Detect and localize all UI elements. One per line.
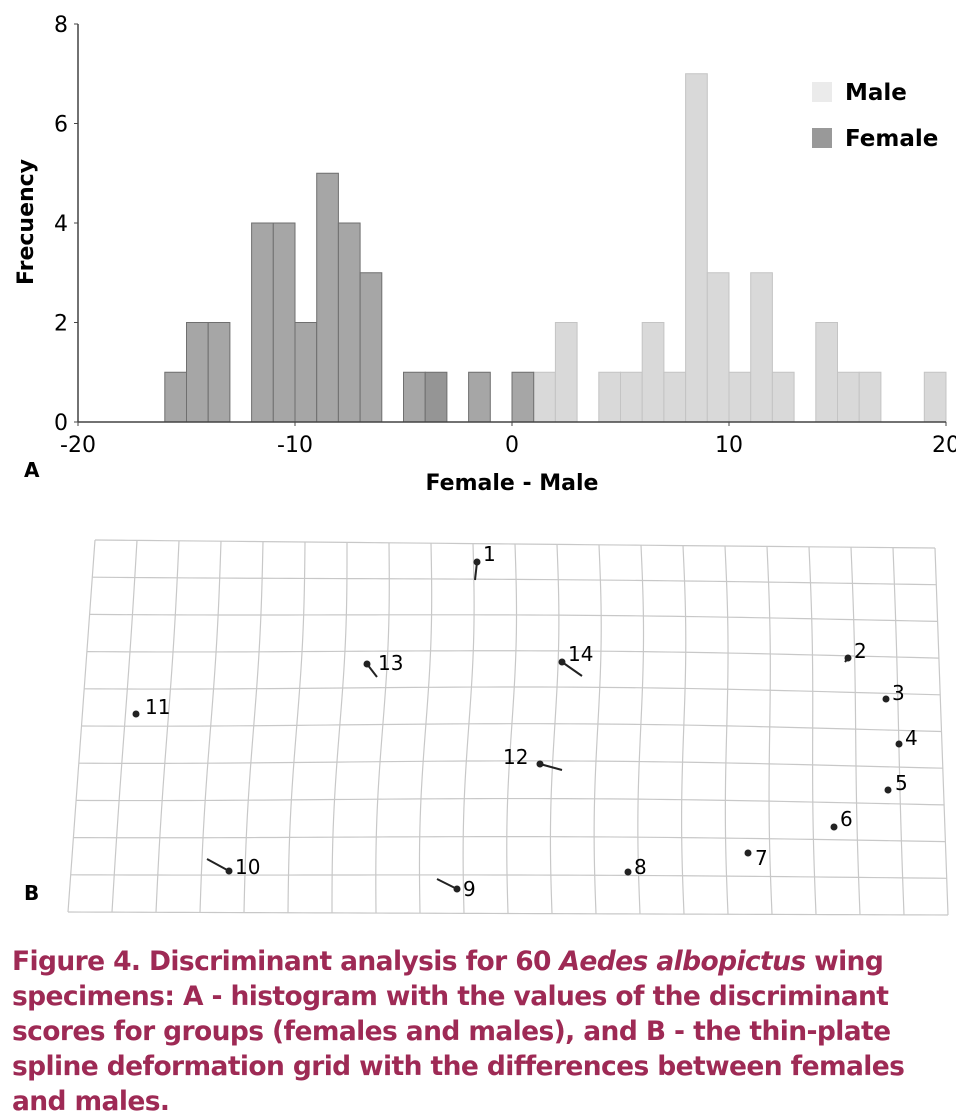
landmark-label: 13 xyxy=(378,651,403,675)
landmark-label: 11 xyxy=(145,695,170,719)
grid-line-vertical xyxy=(199,541,222,913)
grid-line-vertical xyxy=(418,543,433,914)
landmark-label: 1 xyxy=(483,542,496,566)
legend-swatch-female xyxy=(812,128,832,148)
grid-line-vertical xyxy=(287,541,306,913)
grid-line-horizontal xyxy=(67,911,949,916)
landmark-point xyxy=(473,558,481,566)
landmark-point xyxy=(558,658,566,666)
x-tick-label: -20 xyxy=(60,433,96,458)
landmark-point xyxy=(895,740,903,748)
caption-suffix: wing specimens: A - histogram with the v… xyxy=(12,946,905,1117)
landmark-point xyxy=(882,695,890,703)
grid-line-horizontal xyxy=(76,797,945,806)
landmark-point xyxy=(884,786,892,794)
y-tick-label: 0 xyxy=(54,411,68,436)
landmark-point xyxy=(844,654,852,662)
y-tick-label: 2 xyxy=(54,312,68,337)
legend-label-female: Female xyxy=(845,126,938,152)
landmark-label: 3 xyxy=(892,681,905,705)
landmark-point xyxy=(744,849,752,857)
x-tick-label: -10 xyxy=(277,433,313,458)
grid-line-vertical xyxy=(375,542,390,914)
landmark-label: 6 xyxy=(840,807,853,831)
landmark-point xyxy=(830,823,838,831)
landmark-label: 7 xyxy=(755,846,768,870)
caption-species: Aedes albopictus xyxy=(559,946,807,977)
grid-line-vertical xyxy=(766,546,773,915)
grid-line-vertical xyxy=(850,547,861,915)
grid-line-vertical xyxy=(462,543,475,914)
landmark-point xyxy=(536,760,544,768)
landmark-label: 8 xyxy=(634,855,647,879)
grid-line-horizontal xyxy=(94,539,936,549)
grid-line-vertical xyxy=(506,543,518,914)
x-axis-title: Female - Male xyxy=(426,471,599,496)
landmark-point xyxy=(363,660,371,668)
landmark-label: 12 xyxy=(503,745,528,769)
grid-line-vertical xyxy=(331,542,348,913)
grid-line-vertical xyxy=(680,545,687,915)
panel-label-b: B xyxy=(24,881,39,905)
landmark-vector xyxy=(206,858,230,872)
grid-line-horizontal xyxy=(92,576,937,586)
grid-line-horizontal xyxy=(89,613,938,622)
landmark-vector xyxy=(561,661,583,677)
caption-prefix: Figure 4. Discriminant analysis for 60 xyxy=(12,946,560,977)
landmark-point xyxy=(225,867,233,875)
grid-line-vertical xyxy=(549,544,560,914)
landmark-point xyxy=(624,868,632,876)
landmark-label: 10 xyxy=(235,855,260,879)
grid-line-horizontal xyxy=(81,723,942,733)
landmark-label: 5 xyxy=(895,771,908,795)
landmark-label: 9 xyxy=(463,877,476,901)
y-axis-title: Frecuency xyxy=(14,159,39,285)
landmark-vector xyxy=(539,763,563,771)
x-tick-label: 0 xyxy=(505,433,519,458)
landmark-point xyxy=(453,885,461,893)
x-tick-label: 20 xyxy=(932,433,956,458)
y-tick-label: 4 xyxy=(54,212,68,237)
x-tick-label: 10 xyxy=(715,433,743,458)
landmark-vector xyxy=(436,878,458,890)
grid-line-horizontal xyxy=(70,874,947,879)
grid-line-horizontal xyxy=(84,686,941,696)
figure-caption: Figure 4. Discriminant analysis for 60 A… xyxy=(12,944,947,1119)
y-tick-label: 6 xyxy=(54,113,68,138)
histogram-chart: 0 2 4 6 8 -20 -10 0 10 20 Female - Male Frecuency A M… xyxy=(14,13,956,496)
grid-line-horizontal xyxy=(86,650,939,659)
landmark-label: 14 xyxy=(568,642,593,666)
grid-line-vertical xyxy=(892,547,905,915)
y-tick-label: 8 xyxy=(54,13,68,38)
grid-line-vertical xyxy=(724,545,729,915)
landmark-label: 4 xyxy=(905,726,918,750)
grid-line-horizontal xyxy=(73,836,946,843)
grid-line-vertical xyxy=(808,546,817,915)
landmark-label: 2 xyxy=(854,639,867,663)
grid-line-vertical xyxy=(593,544,602,914)
grid-line-horizontal xyxy=(78,760,943,769)
legend-swatch-male xyxy=(812,82,832,102)
landmark-point xyxy=(132,710,140,718)
panel-label-a: A xyxy=(24,458,40,482)
legend-label-male: Male xyxy=(845,80,907,106)
